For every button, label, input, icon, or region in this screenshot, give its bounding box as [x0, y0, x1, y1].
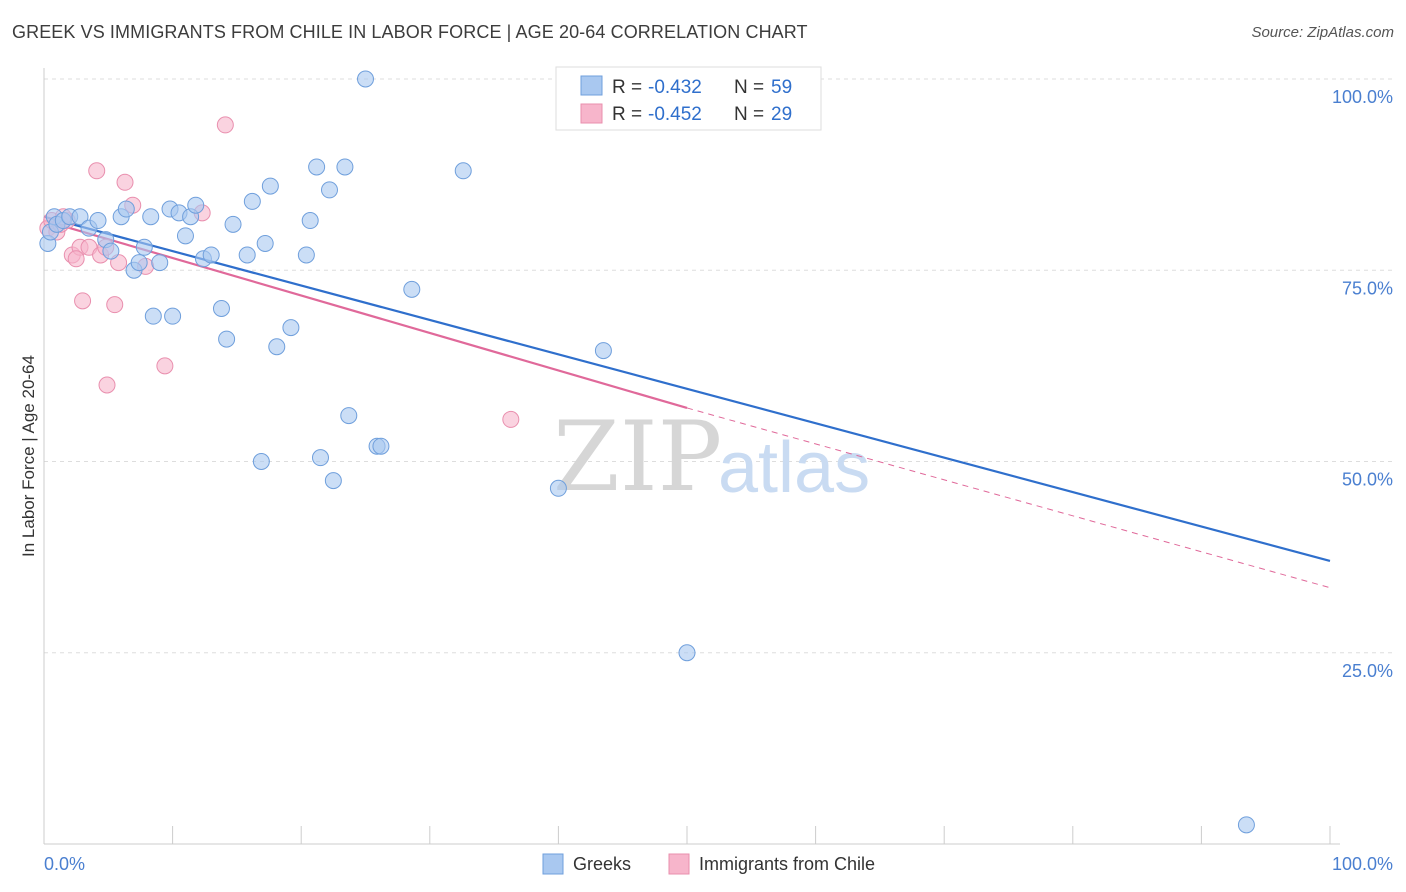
chile-point: [106, 296, 124, 314]
watermark: ZIP atlas: [553, 401, 870, 513]
greeks-point: [320, 181, 338, 199]
y-tick-labels: 25.0% 50.0% 75.0% 100.0%: [1332, 87, 1393, 681]
greeks-point: [142, 208, 160, 226]
greeks-point: [212, 300, 230, 317]
greeks-point: [256, 234, 274, 252]
chile-point: [88, 162, 106, 180]
trend-line-chile-extension: [686, 407, 1331, 589]
y-axis-label: In Labor Force | Age 20-64: [19, 355, 38, 557]
bottom-legend: Greeks Immigrants from Chile: [542, 853, 875, 875]
greeks-point: [282, 319, 300, 337]
greeks-point: [340, 407, 358, 425]
bottom-legend-label-chile: Immigrants from Chile: [699, 854, 875, 874]
greeks-point: [238, 246, 256, 264]
y-tick-label-25: 25.0%: [1342, 661, 1393, 681]
greeks-point: [243, 192, 261, 210]
stats-legend-n-label-chile: N =: [734, 104, 769, 125]
stats-legend-r-label-greeks: R =: [612, 77, 647, 98]
bottom-legend-swatch-chile: [668, 853, 690, 875]
greeks-point: [102, 242, 120, 260]
greeks-point: [308, 158, 326, 176]
stats-legend: R = -0.432 N = 59 R = -0.452 N = 29: [555, 66, 822, 131]
greeks-point: [549, 479, 567, 497]
stats-legend-n-label-greeks: N =: [734, 77, 769, 98]
greeks-point: [357, 70, 374, 88]
greeks-point: [151, 254, 169, 272]
stats-legend-n-value-chile: 29: [771, 104, 792, 125]
greeks-point: [71, 208, 89, 226]
y-tick-label-100: 100.0%: [1332, 87, 1393, 107]
y-tick-label-50: 50.0%: [1342, 470, 1393, 490]
stats-legend-n-value-greeks: 59: [771, 77, 792, 98]
greeks-point: [218, 330, 236, 348]
greeks-point: [678, 644, 696, 662]
greeks-point: [252, 453, 270, 470]
greeks-point: [301, 212, 319, 230]
y-tick-label-75: 75.0%: [1342, 278, 1393, 298]
chile-point: [98, 376, 116, 394]
greeks-point: [594, 342, 612, 360]
greeks-point: [202, 246, 220, 264]
greeks-point: [164, 307, 182, 325]
greeks-point: [117, 200, 135, 218]
stats-legend-r-value-greeks: -0.432: [648, 77, 702, 98]
greeks-point: [187, 196, 205, 214]
chile-point: [116, 173, 134, 191]
x-tick-label-min: 0.0%: [44, 854, 85, 874]
axes: [43, 68, 1340, 845]
greeks-point: [224, 215, 242, 233]
greeks-point: [144, 307, 162, 325]
greeks-point: [176, 227, 194, 245]
series-immigrants-from-chile: [39, 116, 520, 428]
series-greeks: [39, 70, 1255, 834]
stats-legend-r-value-chile: -0.452: [648, 104, 702, 125]
greeks-point: [336, 158, 354, 176]
watermark-zip: ZIP: [553, 401, 722, 513]
greeks-point: [311, 449, 329, 467]
x-ticks: [172, 826, 1331, 844]
grid-lines: [44, 78, 1393, 654]
source-label: Source: ZipAtlas.com: [1251, 24, 1394, 41]
greeks-point: [324, 472, 342, 490]
chile-point: [156, 357, 174, 375]
chile-point: [67, 250, 85, 268]
x-tick-label-max: 100.0%: [1332, 854, 1393, 874]
greeks-point: [89, 212, 107, 230]
stats-legend-swatch-greeks: [580, 75, 603, 96]
chile-point: [74, 292, 92, 310]
chart-title: GREEK VS IMMIGRANTS FROM CHILE IN LABOR …: [12, 22, 808, 42]
trend-line-greeks: [43, 215, 1331, 563]
stats-legend-swatch-chile: [580, 103, 603, 124]
greeks-point: [130, 254, 148, 272]
stats-legend-r-label-chile: R =: [612, 104, 647, 125]
watermark-atlas: atlas: [718, 428, 870, 508]
greeks-point: [135, 238, 153, 256]
greeks-point: [268, 338, 286, 356]
bottom-legend-swatch-greeks: [542, 853, 564, 875]
greeks-point: [403, 280, 421, 298]
greeks-point: [297, 246, 315, 264]
greeks-point: [261, 177, 279, 195]
greeks-point: [1237, 816, 1255, 834]
greeks-point: [372, 437, 390, 455]
chile-point: [216, 116, 234, 134]
chile-point: [502, 410, 520, 428]
greeks-point: [454, 162, 472, 180]
bottom-legend-label-greeks: Greeks: [573, 854, 631, 874]
